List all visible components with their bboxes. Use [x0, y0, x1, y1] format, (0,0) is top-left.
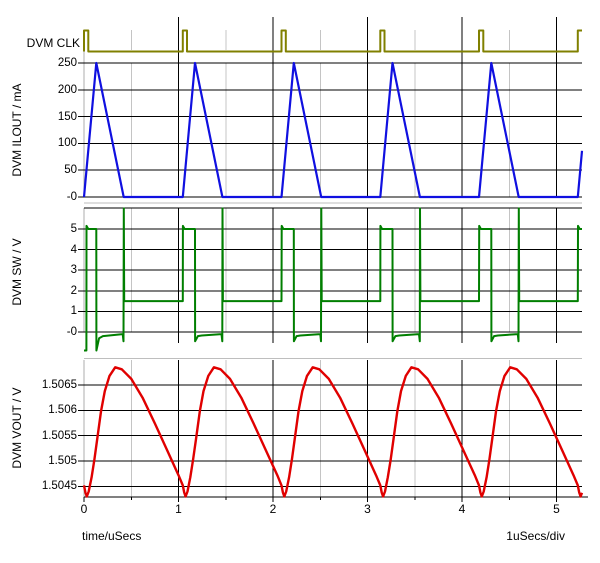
vout-y-tick-label: 1.506: [48, 404, 77, 417]
sw-y-tick-label: 1: [70, 305, 77, 318]
sw-y-tick-label: -0: [66, 326, 77, 338]
ilout-y-tick-label: -0: [66, 191, 77, 203]
x-axis-title: time/uSecs: [82, 529, 142, 543]
sw-y-tick-label: 3: [70, 264, 77, 277]
sw-y-tick-label: 4: [70, 243, 77, 256]
vout-y-tick-label: 1.505: [48, 455, 77, 468]
sw-trace: [84, 207, 582, 352]
vout-trace: [82, 366, 584, 498]
x-tick-label: 1: [175, 502, 182, 516]
ilout-y-tick-label: 100: [57, 137, 77, 150]
clk-trace: [83, 29, 582, 53]
x-tick-label: 0: [80, 502, 88, 516]
sw-y-tick-label: 2: [70, 284, 77, 297]
x-tick-label: 3: [364, 502, 371, 516]
scale-per-div-label: 1uSecs/div: [506, 529, 565, 543]
ilout-y-tick-label: 50: [64, 164, 77, 177]
x-tick-label: 5: [553, 502, 560, 516]
clk-axis-label: DVM CLK: [26, 36, 80, 50]
vout-y-tick-label: 1.5055: [41, 429, 77, 442]
ilout-trace: [82, 61, 584, 199]
x-tick-label: 4: [458, 502, 466, 516]
ilout-y-tick-label: 150: [57, 110, 77, 123]
x-tick-label: 2: [269, 502, 277, 516]
ilout-y-tick-label: 250: [57, 57, 77, 69]
vout-y-tick-label: 1.5065: [41, 379, 77, 391]
vout-y-tick-label: 1.5045: [41, 480, 77, 493]
ilout-y-tick-label: 200: [57, 83, 77, 96]
sw-y-tick-label: 5: [70, 223, 77, 235]
